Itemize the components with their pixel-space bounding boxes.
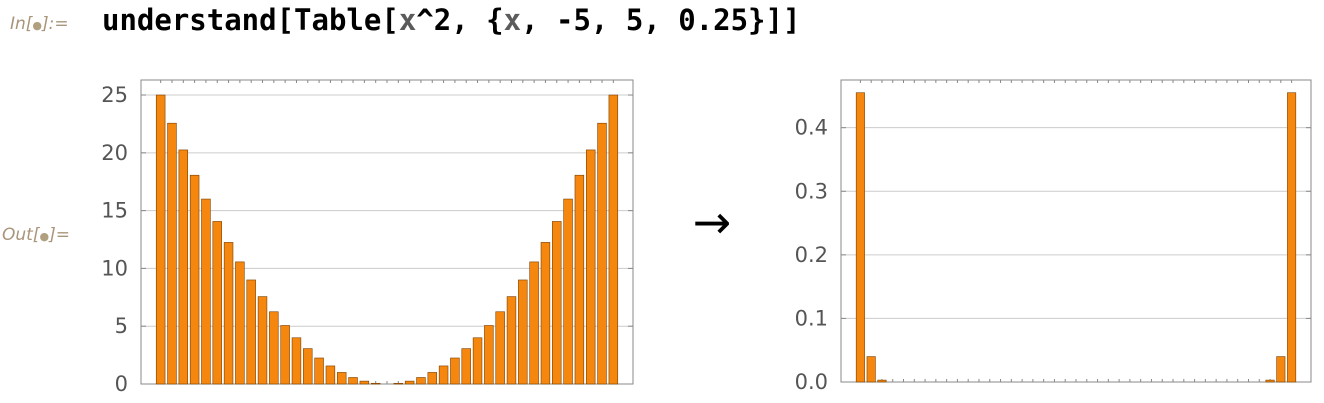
bar: [303, 348, 313, 385]
bar: [393, 382, 404, 385]
y-tick-label: 0: [115, 372, 128, 396]
plot-frame: [840, 79, 1312, 383]
y-tick-label: 15: [101, 199, 128, 223]
bar: [212, 221, 222, 385]
bar: [178, 149, 189, 385]
bar: [314, 357, 324, 385]
bar: [155, 94, 166, 385]
bar: [495, 311, 505, 385]
bar: [518, 279, 528, 385]
input-code[interactable]: understand[Table[x^2, {x, -5, 5, 0.25}]]: [102, 3, 800, 37]
bar: [246, 279, 256, 385]
bar: [348, 377, 358, 385]
y-tick-label: 0.3: [795, 179, 828, 203]
bar: [585, 149, 596, 385]
in-label-symbol: ●: [32, 19, 43, 32]
input-variable: x: [398, 3, 417, 37]
y-tick-label: 0.2: [795, 243, 828, 267]
input-variable: x: [503, 3, 522, 37]
out-label-text: Out[: [2, 225, 40, 245]
bar: [855, 92, 865, 383]
bar: [1265, 379, 1275, 383]
bar: [370, 382, 381, 385]
bar: [404, 380, 415, 385]
bar: [506, 296, 517, 385]
bar: [472, 337, 483, 385]
input-code-text: , -5, 5, 0.25}]]: [521, 3, 801, 37]
y-tick-label: 5: [115, 314, 128, 338]
bar: [291, 337, 302, 385]
out-label-symbol: ●: [39, 230, 50, 243]
bar: [563, 198, 573, 385]
y-tick-label: 20: [101, 141, 128, 165]
bar: [866, 356, 876, 383]
bar: [450, 357, 460, 385]
bar: [484, 325, 494, 385]
bar: [877, 379, 887, 383]
transform-arrow: →: [693, 195, 732, 249]
bar: [189, 174, 200, 385]
input-code-text: understand[Table[: [102, 3, 399, 37]
bar: [280, 325, 290, 385]
bar: [337, 372, 347, 385]
bar: [1276, 356, 1286, 383]
bar: [167, 122, 177, 385]
out-label-suffix: ]=: [49, 225, 70, 245]
y-tick-label: 0.1: [795, 306, 828, 330]
bar: [552, 221, 562, 385]
bar: [416, 377, 426, 385]
bar: [608, 94, 619, 385]
bar: [1287, 92, 1297, 383]
bar: [461, 348, 471, 385]
y-tick-label: 10: [101, 256, 128, 280]
bar: [257, 296, 268, 385]
in-label-text: In[: [10, 14, 33, 34]
bar: [540, 242, 551, 385]
output-cell-label: Out[●]=: [2, 225, 70, 245]
in-label-suffix: ]:=: [42, 14, 69, 34]
y-tick-label: 25: [101, 83, 128, 107]
bar: [201, 198, 211, 385]
bar: [574, 174, 585, 385]
y-tick-label: 0.4: [795, 116, 828, 140]
bar: [597, 122, 607, 385]
bar: [325, 365, 336, 385]
y-tick-label: 0.0: [795, 370, 828, 394]
input-code-text: ^2, {: [416, 3, 504, 37]
input-cell-label: In[●]:=: [10, 14, 69, 34]
bar: [438, 365, 449, 385]
bar: [529, 261, 539, 385]
bar: [427, 372, 437, 385]
bar: [269, 311, 279, 385]
bar: [223, 242, 234, 385]
bar: [359, 380, 370, 385]
bar: [235, 261, 245, 385]
